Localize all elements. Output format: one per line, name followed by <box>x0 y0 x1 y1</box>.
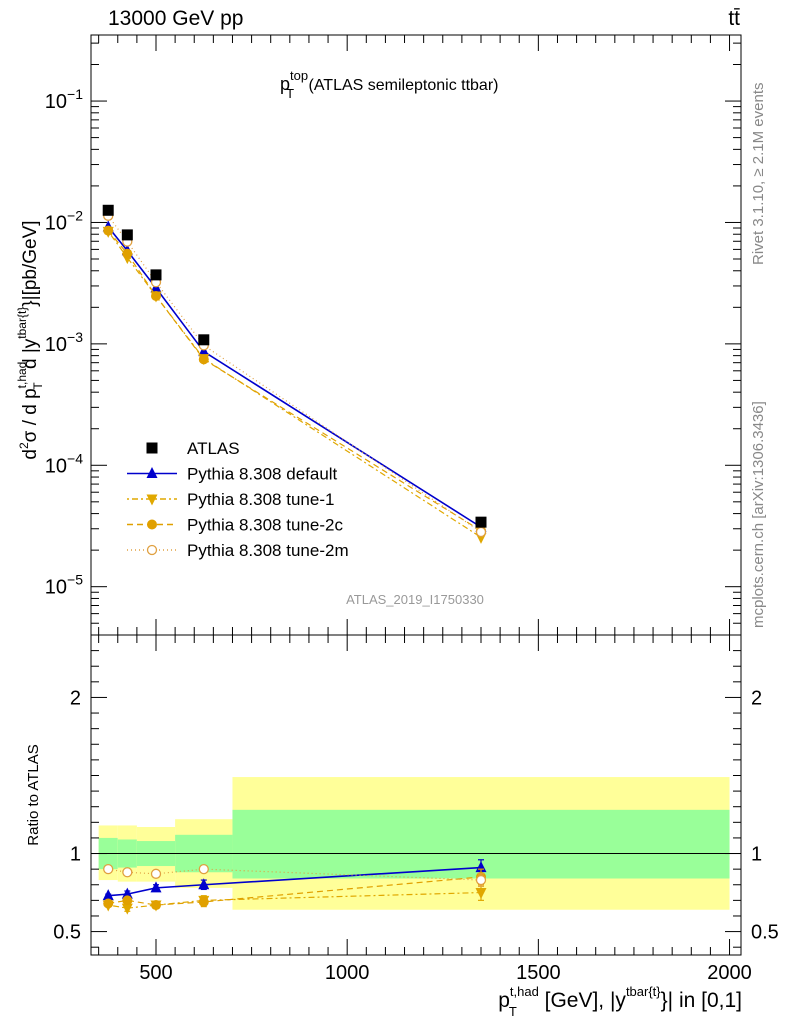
legend-label: Pythia 8.308 tune-2c <box>187 516 343 535</box>
data-point <box>475 516 487 528</box>
analysis-tag: ATLAS_2019_I1750330 <box>346 592 484 607</box>
ratio-y-tick-label-right: 1 <box>751 844 762 866</box>
legend-marker <box>146 467 158 478</box>
main-panel: 10−5 10−4 10−3 10−2 10−1 ptop T (ATLAS semile… <box>15 34 742 636</box>
x-tick-label: 2000 <box>707 962 752 984</box>
legend-marker <box>147 519 157 530</box>
series-point-ratio <box>198 896 209 907</box>
x-axis-label: pt,had T [GeV], |ytbar{t}}| in [0,1] <box>498 984 742 1019</box>
data-point <box>102 204 114 216</box>
legend-marker <box>146 544 158 556</box>
data-point <box>198 334 210 346</box>
legend-label: Pythia 8.308 default <box>187 465 338 484</box>
series-point-ratio <box>198 863 209 875</box>
x-tick-label: 1000 <box>325 962 370 984</box>
ratio-ylabel: Ratio to ATLAS <box>25 744 42 845</box>
plot-title: ptop T (ATLAS semileptonic ttbar) <box>280 68 498 101</box>
series-point-main <box>103 225 114 236</box>
ratio-y-ticks: 0.5 0.5 1 1 2 2 <box>53 634 779 948</box>
plot-title-sup: top <box>290 68 308 83</box>
plot-title-main: p <box>280 74 290 94</box>
process-label: tt̄ <box>728 7 740 30</box>
series-point-main <box>122 248 133 259</box>
series-point-ratio <box>475 888 487 900</box>
rivet-label: Rivet 3.1.10, ≥ 2.1M events <box>750 83 767 266</box>
legend-label: Pythia 8.308 tune-2m <box>187 541 349 560</box>
series-point-main <box>198 354 209 365</box>
legend-label: Pythia 8.308 tune-1 <box>187 490 334 509</box>
series-point-ratio <box>102 889 114 901</box>
series-line-ratio <box>108 876 482 906</box>
main-plot-marks <box>102 204 487 544</box>
ratio-y-tick-label: 1 <box>70 844 81 866</box>
ratio-plot-marks <box>91 777 741 915</box>
main-ylabel: d2σ / d pt,had T d |ytbar{t}}|[pb/GeV] <box>15 220 45 459</box>
ratio-y-tick-label-right: 2 <box>751 687 762 709</box>
y-tick-label: 10−1 <box>45 86 83 113</box>
legend-label: ATLAS <box>187 439 240 458</box>
x-tick-label: 500 <box>139 962 172 984</box>
series-line-main <box>107 230 482 532</box>
ratio-y-tick-label-right: 0.5 <box>751 922 779 944</box>
series-point-ratio <box>150 868 162 879</box>
series-point-ratio <box>122 867 133 878</box>
series-line-main <box>107 215 482 533</box>
series-point-ratio <box>151 900 161 911</box>
series-point-ratio <box>103 898 114 909</box>
legend-marker <box>146 494 158 506</box>
plot-title-rest: (ATLAS semileptonic ttbar) <box>304 77 498 94</box>
legend-marker <box>146 442 158 454</box>
data-point <box>121 229 133 241</box>
plot-title-sub: T <box>286 86 294 101</box>
x-tick-label: 1500 <box>516 962 561 984</box>
energy-label: 13000 GeV pp <box>108 7 243 30</box>
y-tick-label: 10−2 <box>45 207 83 234</box>
series-point-main <box>198 345 210 357</box>
series-point-main <box>475 526 487 538</box>
x-ticks: 500 1000 1500 2000 <box>98 35 752 984</box>
series-point-ratio <box>150 881 162 893</box>
main-y-ticks: 10−5 10−4 10−3 10−2 10−1 <box>45 42 741 636</box>
data-point <box>150 269 162 281</box>
series-point-main <box>151 291 161 302</box>
series-point-ratio <box>121 887 133 899</box>
series-point-ratio <box>475 874 487 886</box>
y-tick-label: 10−5 <box>45 572 83 599</box>
ratio-y-tick-label: 2 <box>70 687 81 709</box>
series-point-ratio <box>122 895 133 906</box>
y-tick-label: 10−4 <box>45 450 83 477</box>
y-tick-label: 10−3 <box>45 329 83 356</box>
ratio-panel: 0.5 0.5 1 1 2 2 Ratio to ATLAS <box>25 634 779 956</box>
series-point-ratio <box>198 878 210 890</box>
mcplots-label: mcplots.cern.ch [arXiv:1306.3436] <box>750 401 767 628</box>
ratio-y-tick-label: 0.5 <box>53 922 81 944</box>
series-point-ratio <box>121 903 133 915</box>
ratio-frame <box>90 634 742 956</box>
series-point-ratio <box>103 863 114 875</box>
legend: ATLAS Pythia 8.308 default Pythia 8.308 tu… <box>127 439 349 560</box>
